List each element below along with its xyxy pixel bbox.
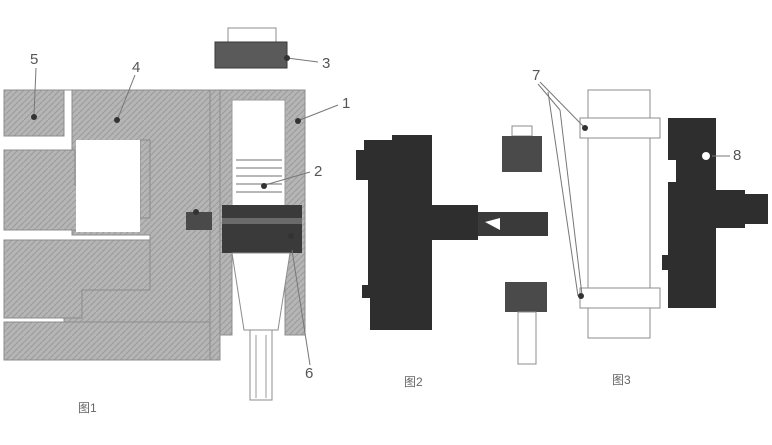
fig2-shaft xyxy=(478,212,548,236)
fig2-dark-plate xyxy=(356,135,478,330)
cavity xyxy=(76,140,140,232)
bottom-strip xyxy=(3,321,211,361)
label-4: 4 xyxy=(132,59,140,76)
label-1: 1 xyxy=(342,95,350,112)
part-6-piston xyxy=(222,205,302,253)
fig3-dot-bottom xyxy=(578,293,584,299)
fig2-top-block xyxy=(502,136,542,172)
fig2-shaft-notch xyxy=(485,218,500,230)
cavity-right-wall xyxy=(139,139,151,219)
fig3-shaft xyxy=(716,194,768,224)
caption-fig3: 图3 xyxy=(612,373,631,387)
label-2: 2 xyxy=(314,163,322,180)
piston-stripe xyxy=(222,218,302,224)
figure-3: 7 8 图3 xyxy=(532,67,768,387)
piston-rod xyxy=(249,329,273,401)
taper-section xyxy=(231,252,291,331)
connector-pin xyxy=(186,212,212,230)
figure-2: 图2 xyxy=(356,125,548,389)
label-5: 5 xyxy=(30,51,38,68)
fig2-bottom-rod xyxy=(517,311,537,365)
left-upper-block xyxy=(3,149,83,231)
part-2-spring xyxy=(236,159,282,193)
caption-fig2: 图2 xyxy=(404,375,423,389)
label-8: 8 xyxy=(733,147,741,164)
figure-1: 5 4 3 1 2 6 图1 xyxy=(3,27,350,415)
fig3-dot-top xyxy=(582,125,588,131)
fig3-leaders xyxy=(537,81,730,297)
label-6: 6 xyxy=(305,365,313,382)
fig1-leaders xyxy=(33,57,339,366)
fig3-top-band xyxy=(579,117,661,139)
part-3-cap xyxy=(227,27,277,43)
label-7: 7 xyxy=(532,67,540,84)
fig3-dark-plate xyxy=(662,118,745,308)
left-lower-block xyxy=(3,239,151,319)
caption-fig1: 图1 xyxy=(78,401,97,415)
fig3-bottom-band xyxy=(579,287,661,309)
part-3-block xyxy=(214,41,288,69)
label-3: 3 xyxy=(322,55,330,72)
fig3-hole xyxy=(702,152,710,160)
fig2-bottom-block xyxy=(505,282,547,312)
fig2-top-cap xyxy=(511,125,533,137)
fig1-leader-dots xyxy=(31,55,301,239)
